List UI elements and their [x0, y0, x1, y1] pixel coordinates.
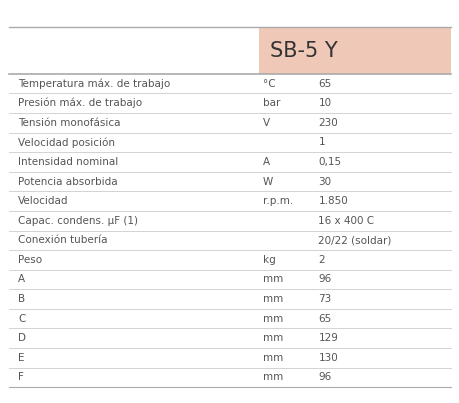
Text: 73: 73 [318, 294, 331, 304]
Text: 0,15: 0,15 [318, 157, 341, 167]
Text: mm: mm [263, 274, 283, 285]
Text: Peso: Peso [18, 255, 42, 265]
Text: Potencia absorbida: Potencia absorbida [18, 177, 118, 187]
Text: A: A [263, 157, 269, 167]
Text: 65: 65 [318, 314, 331, 324]
Text: Intensidad nominal: Intensidad nominal [18, 157, 118, 167]
Text: Conexión tubería: Conexión tubería [18, 235, 107, 245]
Text: Capac. condens. μF (1): Capac. condens. μF (1) [18, 216, 138, 226]
Text: 96: 96 [318, 372, 331, 382]
Text: 130: 130 [318, 353, 337, 363]
Text: D: D [18, 333, 26, 343]
Text: mm: mm [263, 314, 283, 324]
Text: 230: 230 [318, 118, 337, 128]
Text: °C: °C [263, 79, 275, 89]
Text: mm: mm [263, 294, 283, 304]
Text: Tensión monofásica: Tensión monofásica [18, 118, 120, 128]
Text: r.p.m.: r.p.m. [263, 196, 293, 206]
Text: bar: bar [263, 98, 280, 108]
Text: 10: 10 [318, 98, 331, 108]
Text: 129: 129 [318, 333, 337, 343]
Text: 65: 65 [318, 79, 331, 89]
Text: Velocidad: Velocidad [18, 196, 68, 206]
FancyBboxPatch shape [258, 27, 450, 74]
Text: E: E [18, 353, 24, 363]
Text: 1.850: 1.850 [318, 196, 347, 206]
Text: SB-5 Y: SB-5 Y [269, 41, 337, 60]
Text: C: C [18, 314, 25, 324]
Text: W: W [263, 177, 273, 187]
Text: 1: 1 [318, 137, 324, 147]
Text: 96: 96 [318, 274, 331, 285]
Text: mm: mm [263, 353, 283, 363]
Text: 2: 2 [318, 255, 324, 265]
Text: B: B [18, 294, 25, 304]
Text: Temperatura máx. de trabajo: Temperatura máx. de trabajo [18, 78, 170, 89]
Text: F: F [18, 372, 24, 382]
Text: mm: mm [263, 333, 283, 343]
Text: 16 x 400 C: 16 x 400 C [318, 216, 374, 226]
Text: mm: mm [263, 372, 283, 382]
Text: 20/22 (soldar): 20/22 (soldar) [318, 235, 391, 245]
Text: Presión máx. de trabajo: Presión máx. de trabajo [18, 98, 142, 108]
Text: 30: 30 [318, 177, 331, 187]
Text: A: A [18, 274, 25, 285]
Text: V: V [263, 118, 269, 128]
Text: kg: kg [263, 255, 275, 265]
Text: Velocidad posición: Velocidad posición [18, 137, 115, 147]
